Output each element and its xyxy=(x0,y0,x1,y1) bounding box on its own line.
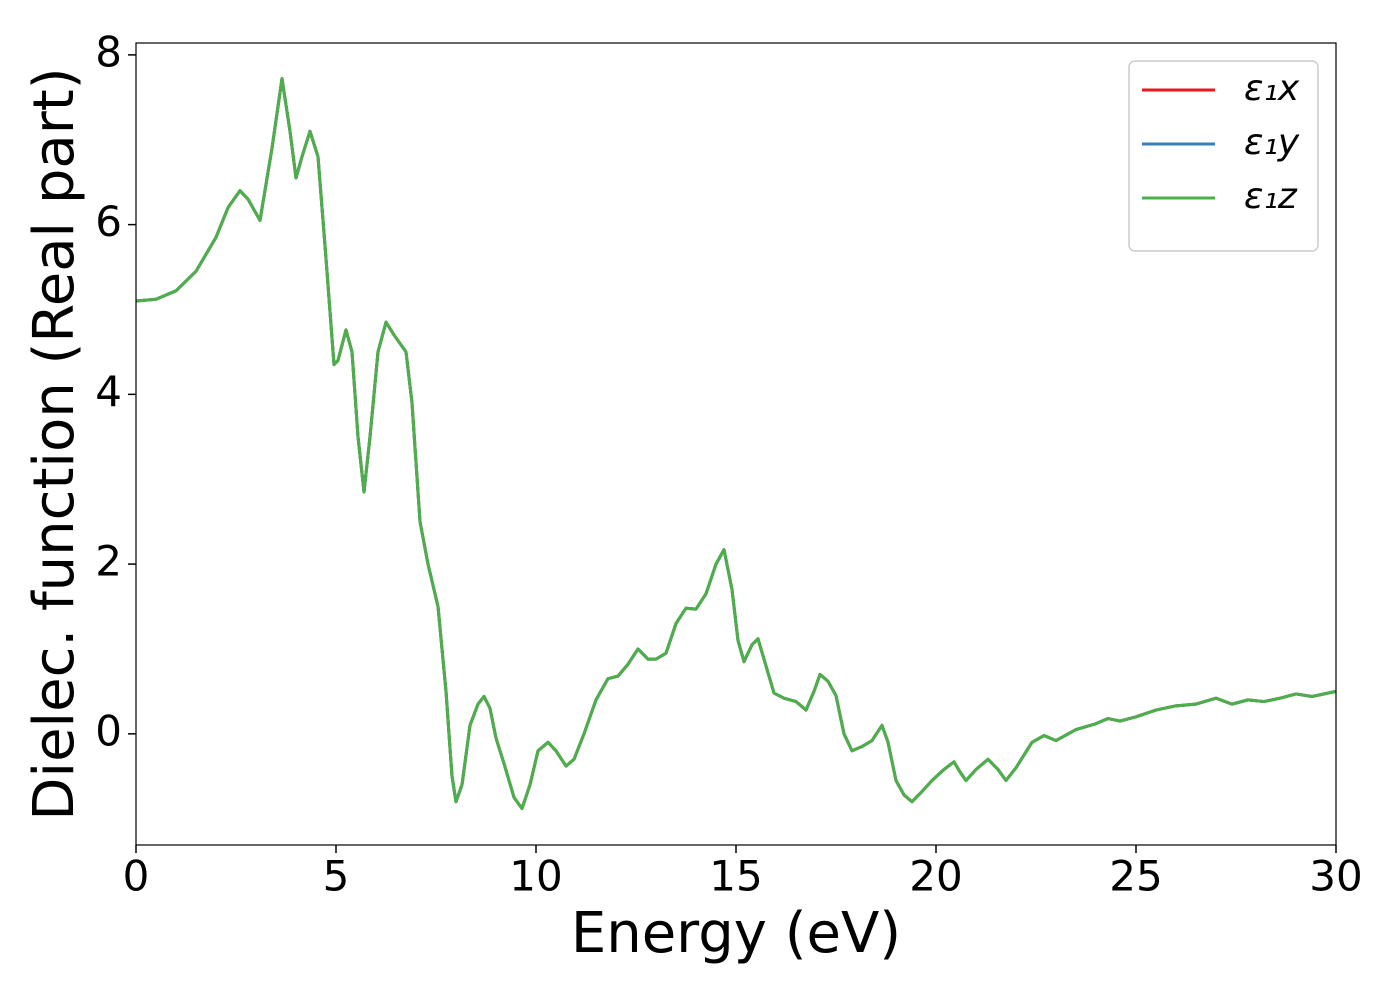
x-tick-label: 30 xyxy=(1309,852,1362,901)
x-tick-label: 5 xyxy=(323,852,350,901)
plot-frame xyxy=(135,42,1337,846)
x-tick-label: 20 xyxy=(909,852,962,901)
x-tick-label: 15 xyxy=(709,852,762,901)
y-tick-label: 6 xyxy=(95,197,122,246)
x-tick-label: 25 xyxy=(1109,852,1162,901)
y-tick-label: 0 xyxy=(95,706,122,755)
series-line xyxy=(135,77,1337,811)
x-tick-label: 10 xyxy=(509,852,562,901)
legend-label: ε₁z xyxy=(1244,176,1298,217)
legend-box xyxy=(1128,60,1319,252)
y-tick-label: 4 xyxy=(95,367,122,416)
y-tick-label: 2 xyxy=(95,537,122,586)
legend-label: ε₁x xyxy=(1244,68,1300,109)
x-axis-label: Energy (eV) xyxy=(571,901,901,966)
y-axis-label: Dielec. function (Real part) xyxy=(22,67,87,820)
legend-label: ε₁y xyxy=(1244,122,1300,163)
x-tick-label: 0 xyxy=(123,852,150,901)
y-tick-label: 8 xyxy=(95,27,122,76)
